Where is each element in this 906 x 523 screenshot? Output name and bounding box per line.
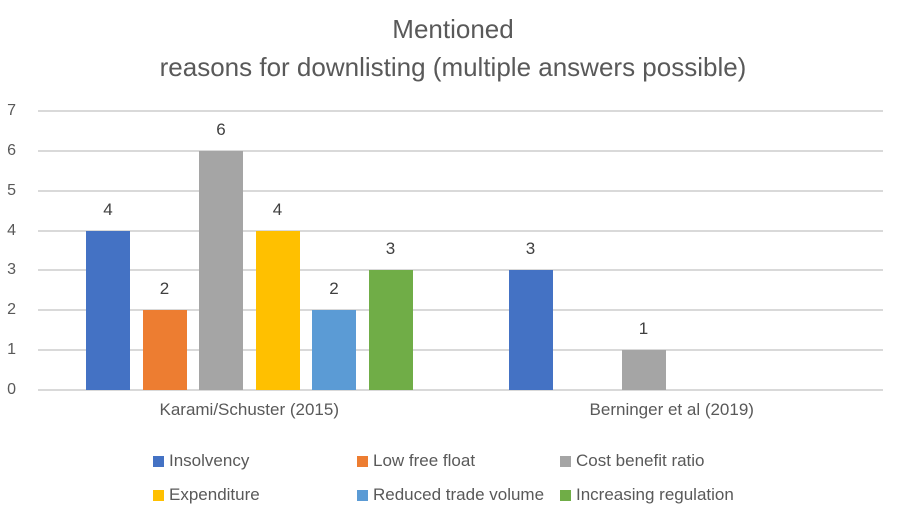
bar-value-label: 1: [638, 319, 649, 339]
legend-swatch-icon: [153, 455, 164, 467]
x-category-label: Berninger et al (2019): [589, 400, 754, 419]
legend-item-expenditure: Expenditure: [153, 484, 260, 506]
legend-item-cost-benefit-ratio: Cost benefit ratio: [560, 450, 705, 472]
bar-insolvency-berninger-et-al-2019: [508, 270, 553, 390]
bar-value-label: 3: [525, 239, 536, 259]
chart-title-line1: Mentioned: [392, 14, 514, 44]
gridline: [38, 189, 883, 192]
bar-value-label: 6: [216, 119, 226, 139]
gridline: [38, 309, 883, 312]
legend-label: Expenditure: [169, 485, 260, 504]
legend-swatch-icon: [560, 489, 571, 501]
legend-swatch-icon: [357, 455, 368, 467]
bar-cost-benefit-ratio-karami-schuster-2015: [199, 150, 243, 390]
legend-swatch-icon: [357, 489, 368, 501]
gridline: [38, 229, 883, 232]
gridline: [38, 110, 883, 112]
legend-item-insolvency: Insolvency: [153, 450, 249, 472]
legend-label: Reduced trade volume: [373, 485, 545, 504]
bar-reduced-trade-volume-karami-schuster-2015: [312, 310, 356, 390]
y-tick-label: 1: [7, 341, 16, 359]
legend-label: Low free float: [373, 451, 476, 470]
x-category-label: Karami/Schuster (2015): [159, 400, 340, 419]
y-tick-label: 7: [7, 102, 16, 119]
legend-label: Increasing regulation: [576, 485, 734, 504]
bar-insolvency-karami-schuster-2015: [86, 230, 130, 390]
bar-value-label: 2: [159, 279, 170, 299]
y-tick-label: 6: [7, 141, 16, 159]
y-tick-label: 5: [7, 181, 16, 199]
gridline: [38, 349, 883, 352]
gridline: [38, 149, 883, 152]
legend-label: Cost benefit ratio: [576, 451, 705, 470]
bar-low-free-float-karami-schuster-2015: [142, 310, 187, 390]
bar-value-label: 4: [272, 199, 283, 219]
bar-increasing-regulation-karami-schuster-2015: [368, 270, 413, 390]
legend-item-low-free-float: Low free float: [357, 450, 475, 472]
gridline: [38, 389, 883, 391]
bar-value-label: 3: [385, 239, 396, 259]
y-tick-label: 4: [7, 221, 16, 239]
y-tick-label: 0: [7, 381, 16, 398]
bar-value-label: 2: [329, 279, 339, 299]
bar-expenditure-karami-schuster-2015: [255, 230, 300, 390]
chart-title: Mentioned reasons for downlisting (multi…: [0, 10, 906, 86]
y-tick-label: 2: [7, 301, 16, 319]
legend-swatch-icon: [153, 489, 164, 501]
legend-swatch-icon: [560, 455, 571, 467]
legend-item-increasing-regulation: Increasing regulation: [560, 484, 734, 506]
bar-cost-benefit-ratio-berninger-et-al-2019: [621, 350, 666, 390]
legend-item-reduced-trade-volume: Reduced trade volume: [357, 484, 544, 506]
gridline: [38, 269, 883, 272]
bar-value-label: 4: [103, 199, 113, 219]
legend-label: Insolvency: [169, 451, 250, 470]
y-tick-label: 3: [7, 261, 16, 279]
chart-title-line2: reasons for downlisting (multiple answer…: [159, 52, 747, 82]
